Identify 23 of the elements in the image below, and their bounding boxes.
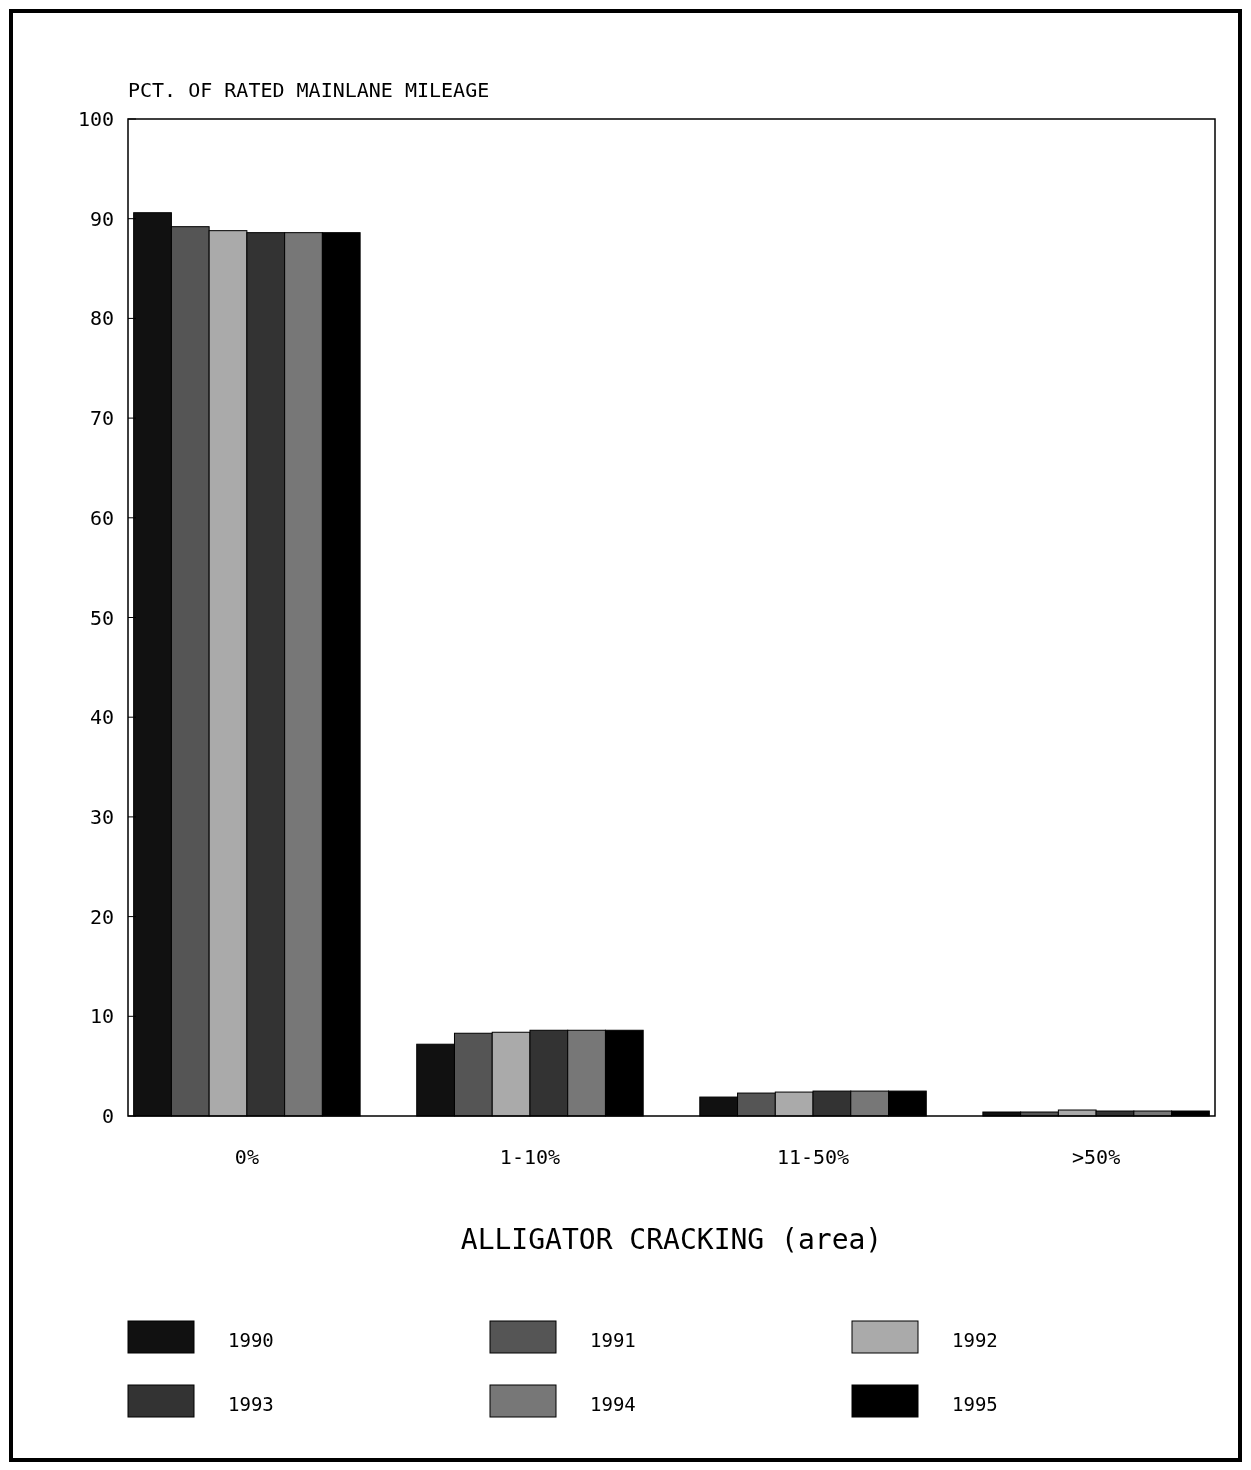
x-tick-label: >50% bbox=[1072, 1145, 1121, 1169]
y-tick-label: 0 bbox=[101, 1104, 114, 1128]
x-tick-label: 0% bbox=[234, 1145, 259, 1169]
legend-label: 1992 bbox=[952, 1329, 998, 1351]
x-tick-label: 1-10% bbox=[499, 1145, 561, 1169]
y-axis-title: PCT. OF RATED MAINLANE MILEAGE bbox=[128, 78, 490, 102]
y-tick-label: 40 bbox=[89, 705, 114, 730]
y-tick-label: 60 bbox=[89, 505, 114, 530]
y-tick-label: 100 bbox=[77, 107, 114, 131]
y-tick-label: 50 bbox=[89, 605, 114, 630]
legend-label: 1995 bbox=[952, 1393, 998, 1415]
y-tick-label: 30 bbox=[89, 804, 114, 829]
y-tick-label: 80 bbox=[89, 306, 114, 331]
y-tick-label: 70 bbox=[89, 406, 114, 431]
y-tick-label: 20 bbox=[89, 904, 114, 929]
legend-label: 1990 bbox=[228, 1329, 274, 1351]
legend-label: 1991 bbox=[590, 1329, 636, 1351]
y-tick-label: 90 bbox=[89, 206, 114, 231]
legend-label: 1994 bbox=[590, 1393, 636, 1415]
y-tick-label: 10 bbox=[89, 1004, 114, 1029]
x-tick-label: 11-50% bbox=[776, 1145, 850, 1169]
x-axis-title: ALLIGATOR CRACKING (area) bbox=[460, 1223, 883, 1256]
legend-label: 1993 bbox=[228, 1393, 274, 1415]
